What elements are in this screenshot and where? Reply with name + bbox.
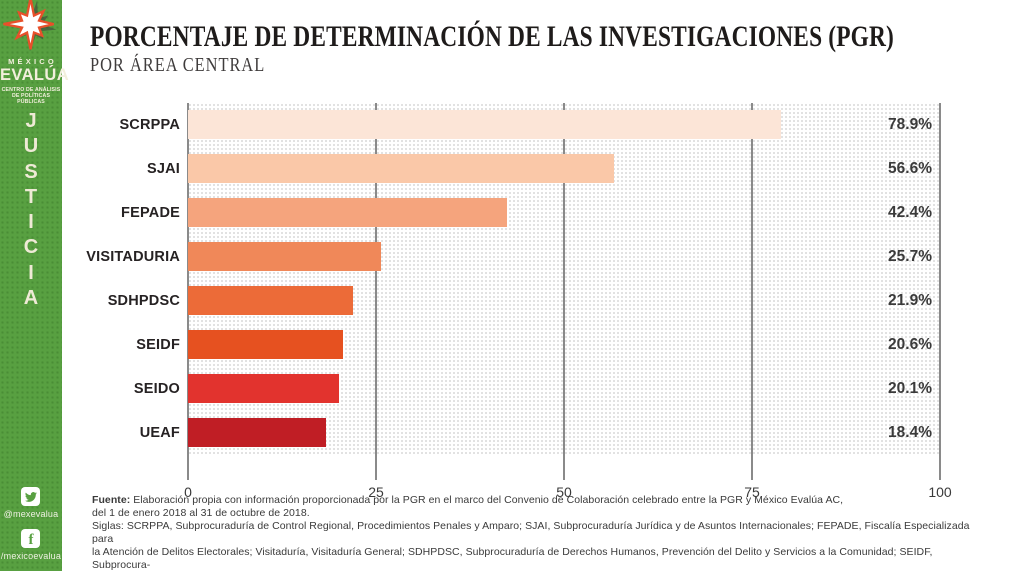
category-label-sdhpdsc: SDHPDSC <box>107 293 180 309</box>
logo-tagline-line2: DE POLÍTICAS PÚBLICAS <box>11 92 51 106</box>
x-tick-label-100: 100 <box>928 484 952 500</box>
vertical-title-justicia: J U S T I C I A <box>0 110 62 310</box>
bar-row-visitaduria: 25.7% <box>188 235 940 279</box>
logo-text-mexico: MÉXICO <box>8 57 57 66</box>
vertical-letter: I <box>28 211 34 234</box>
value-label-visitaduria: 25.7% <box>888 248 932 265</box>
value-label-ueaf: 18.4% <box>888 424 932 441</box>
logo-text-evalua: EVALÚA <box>0 66 70 84</box>
value-label-sdhpdsc: 21.9% <box>888 292 932 309</box>
category-label-fepade: FEPADE <box>121 205 180 221</box>
bar-row-seido: 20.1% <box>188 367 940 411</box>
gridline-25 <box>375 103 377 480</box>
facebook-handle: /mexicoevalua <box>0 551 62 561</box>
value-label-seidf: 20.6% <box>888 336 932 353</box>
gridline-100 <box>939 103 941 480</box>
vertical-letter: J <box>25 110 37 132</box>
bar-row-fepade: 42.4% <box>188 191 940 235</box>
x-tick-label-75: 75 <box>744 484 760 500</box>
sidebar: MÉXICO EVALÚA CENTRO DE ANÁLISIS DE POLÍ… <box>0 0 70 571</box>
bar-row-seidf: 20.6% <box>188 323 940 367</box>
gridline-50 <box>563 103 565 480</box>
bar-seido <box>188 374 340 403</box>
vertical-letter: T <box>24 185 38 208</box>
bar-ueaf <box>188 418 327 447</box>
bar-sdhpdsc <box>188 286 353 315</box>
twitter-link[interactable]: @mexevalua <box>4 487 59 519</box>
bar-row-scrppa: 78.9% <box>188 103 940 147</box>
fuente-label: Fuente: <box>92 494 131 506</box>
bar-scrppa <box>188 110 782 139</box>
vertical-letter: C <box>23 236 39 259</box>
page-title: PORCENTAJE DE DETERMINACIÓN DE LAS INVES… <box>90 20 895 53</box>
fuente-text: Elaboración propia con información propo… <box>133 494 844 506</box>
bar-seidf <box>188 330 343 359</box>
value-label-sjai: 56.6% <box>888 160 932 177</box>
facebook-link[interactable]: f /mexicoevalua <box>1 529 61 561</box>
category-label-seido: SEIDO <box>133 381 180 397</box>
fuente-line-1: Fuente: Elaboración propia con informaci… <box>92 494 992 507</box>
category-label-sjai: SJAI <box>146 161 180 177</box>
star-logo-icon <box>3 0 57 52</box>
value-label-scrppa: 78.9% <box>888 116 932 133</box>
bar-row-sjai: 56.6% <box>188 147 940 191</box>
bar-visitaduria <box>188 242 382 271</box>
bar-sjai <box>188 154 614 183</box>
logo-tagline-line1: CENTRO DE ANÁLISIS <box>1 86 61 93</box>
vertical-letter: I <box>28 261 34 284</box>
facebook-icon: f <box>21 529 41 548</box>
siglas-line-1: Siglas: SCRPPA, Subprocuraduría de Contr… <box>92 520 970 546</box>
gridline-75 <box>751 103 753 480</box>
x-tick-label-0: 0 <box>184 484 192 500</box>
vertical-letter: U <box>23 135 39 158</box>
chart-plot-area: 0 25 50 75 100 78.9% 56.6% 42.4% 25.7% 21.9% 20.6%… <box>184 103 952 500</box>
social-links: @mexevalua f /mexicoevalua <box>0 487 62 571</box>
twitter-handle: @mexevalua <box>3 509 59 519</box>
mexico-evalua-logo: MÉXICO EVALÚA CENTRO DE ANÁLISIS DE POLÍ… <box>0 0 70 106</box>
twitter-icon <box>21 487 41 506</box>
logo-tagline: CENTRO DE ANÁLISIS DE POLÍTICAS PÚBLICAS <box>0 87 62 106</box>
siglas-line-2: la Atención de Delitos Electorales; Visi… <box>92 546 933 571</box>
facebook-glyph: f <box>28 531 34 548</box>
value-label-seido: 20.1% <box>888 380 932 397</box>
vertical-letter: A <box>23 286 39 309</box>
vertical-letter: S <box>24 160 38 183</box>
bar-row-ueaf: 18.4% <box>188 411 940 455</box>
category-label-ueaf: UEAF <box>139 425 180 441</box>
category-label-visitaduria: VISITADURIA <box>86 249 180 265</box>
bar-row-sdhpdsc: 21.9% <box>188 279 940 323</box>
fuente-line-2: del 1 de enero 2018 al 31 de octubre de … <box>92 507 310 520</box>
x-tick-label-50: 50 <box>556 484 572 500</box>
category-axis: SCRPPA SJAI FEPADE VISITADURIA SDHPDSC SEIDF S… <box>78 103 180 455</box>
value-label-fepade: 42.4% <box>888 204 932 221</box>
x-tick-label-25: 25 <box>368 484 384 500</box>
page-subtitle: POR ÁREA CENTRAL <box>90 54 266 76</box>
category-label-seidf: SEIDF <box>136 337 180 353</box>
category-label-scrppa: SCRPPA <box>119 117 180 133</box>
bar-fepade <box>188 198 507 227</box>
source-notes: Fuente: Elaboración propia con informaci… <box>92 494 992 571</box>
